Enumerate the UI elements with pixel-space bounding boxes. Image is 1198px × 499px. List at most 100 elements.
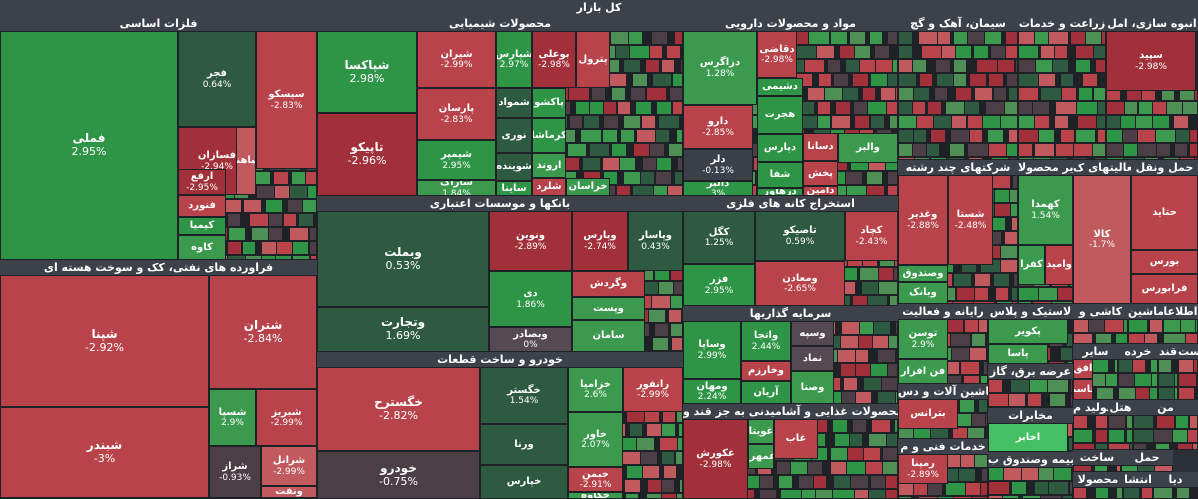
- minor-tile[interactable]: [778, 475, 793, 489]
- minor-tile[interactable]: [1155, 443, 1170, 450]
- minor-tile[interactable]: [808, 31, 830, 45]
- minor-tile[interactable]: [1108, 429, 1125, 443]
- minor-tile[interactable]: [843, 377, 858, 391]
- stock-tile[interactable]: فزر 2.95%: [683, 264, 755, 306]
- minor-tile[interactable]: [912, 59, 927, 73]
- minor-tile[interactable]: [580, 129, 602, 143]
- stock-tile[interactable]: بورس: [1131, 250, 1198, 274]
- minor-tile[interactable]: [1144, 333, 1158, 344]
- minor-tile[interactable]: [305, 171, 317, 185]
- stock-tile[interactable]: خراسان: [566, 178, 610, 196]
- minor-tile[interactable]: [568, 87, 590, 101]
- minor-tile[interactable]: [837, 349, 856, 363]
- stock-tile[interactable]: شفا: [757, 162, 803, 188]
- minor-tile[interactable]: [629, 45, 651, 59]
- minor-tile[interactable]: [1108, 415, 1126, 429]
- minor-tile[interactable]: [661, 59, 675, 73]
- minor-tile[interactable]: [661, 423, 676, 437]
- minor-tile[interactable]: [849, 433, 863, 447]
- minor-tile[interactable]: [988, 467, 1004, 481]
- sector-20[interactable]: اطلاعا: [1163, 304, 1198, 344]
- stock-tile[interactable]: شوینده: [496, 153, 532, 181]
- minor-tile[interactable]: [988, 379, 1003, 393]
- minor-tile[interactable]: [675, 451, 683, 465]
- minor-tile[interactable]: [833, 73, 849, 87]
- minor-tile[interactable]: [302, 199, 317, 213]
- minor-tile[interactable]: [830, 447, 848, 461]
- minor-tile[interactable]: [1152, 101, 1167, 115]
- sector-10[interactable]: سرمایه گذاریها وساپا 2.99% واتجا 2.44% وسپه نم…: [683, 306, 898, 404]
- minor-tile[interactable]: [652, 73, 672, 87]
- minor-tile[interactable]: [643, 281, 659, 295]
- minor-tile[interactable]: [832, 489, 855, 499]
- minor-tile[interactable]: [1189, 129, 1198, 143]
- minor-tile[interactable]: [888, 335, 898, 349]
- sector-7[interactable]: بانکها و موسسات اعتباری وبملت 0.53% وتجارت 1…: [317, 196, 683, 352]
- stock-tile[interactable]: شستا -2.48%: [948, 175, 993, 265]
- minor-tile[interactable]: [1047, 379, 1069, 393]
- minor-tile[interactable]: [1000, 115, 1018, 129]
- minor-tile[interactable]: [988, 393, 1009, 407]
- minor-tile[interactable]: [625, 493, 639, 499]
- minor-tile[interactable]: [635, 101, 652, 115]
- minor-tile[interactable]: [969, 73, 987, 87]
- minor-tile[interactable]: [967, 31, 985, 45]
- stock-tile[interactable]: تاپیکو -2.96%: [317, 113, 417, 196]
- minor-tile[interactable]: [1073, 487, 1087, 499]
- minor-tile[interactable]: [680, 59, 683, 73]
- minor-tile[interactable]: [854, 45, 871, 59]
- minor-tile[interactable]: [1075, 129, 1096, 143]
- minor-tile[interactable]: [1189, 143, 1198, 157]
- minor-tile[interactable]: [656, 101, 672, 115]
- sector-29[interactable]: هتل: [1108, 400, 1133, 450]
- minor-tile[interactable]: [780, 489, 803, 499]
- minor-tile[interactable]: [988, 73, 1004, 87]
- sector-1[interactable]: محصولات شیمیایی شپاکسا 2.98% تاپیکو -2.96% شی…: [317, 16, 683, 196]
- minor-tile[interactable]: [950, 129, 971, 143]
- minor-tile[interactable]: [589, 143, 610, 157]
- stock-tile[interactable]: وپاسار 0.43%: [628, 211, 683, 271]
- minor-tile[interactable]: [1055, 101, 1077, 115]
- minor-tile[interactable]: [583, 115, 600, 129]
- minor-tile[interactable]: [967, 143, 990, 157]
- minor-tile[interactable]: [1095, 333, 1112, 344]
- minor-tile[interactable]: [873, 321, 891, 335]
- minor-tile[interactable]: [1093, 45, 1106, 59]
- minor-tile[interactable]: [804, 59, 825, 73]
- minor-tile[interactable]: [603, 101, 617, 115]
- minor-tile[interactable]: [956, 287, 976, 301]
- sector-17[interactable]: لاستیک و پلاس پکویر پاسا: [988, 304, 1073, 364]
- stock-tile[interactable]: دلر -0.13%: [683, 149, 753, 181]
- sector-9[interactable]: خودرو و ساخت قطعات خگسترح -2.82% خودرو -0.75…: [317, 352, 683, 499]
- sector-27[interactable]: مخابرات اخابر: [988, 408, 1073, 452]
- minor-tile[interactable]: [839, 45, 855, 59]
- minor-tile[interactable]: [1175, 129, 1190, 143]
- minor-tile[interactable]: [1156, 415, 1175, 429]
- minor-tile[interactable]: [1008, 393, 1026, 407]
- stock-tile[interactable]: وبملت 0.53%: [317, 211, 489, 307]
- minor-tile[interactable]: [1048, 481, 1069, 495]
- minor-tile[interactable]: [889, 115, 898, 129]
- minor-tile[interactable]: [667, 185, 683, 196]
- minor-tile[interactable]: [1173, 115, 1189, 129]
- minor-tile[interactable]: [619, 157, 636, 171]
- minor-tile[interactable]: [885, 489, 898, 499]
- minor-tile[interactable]: [978, 319, 988, 333]
- minor-tile[interactable]: [869, 31, 883, 45]
- minor-tile[interactable]: [967, 427, 985, 439]
- stock-tile[interactable]: قاسم: [1073, 379, 1093, 400]
- minor-tile[interactable]: [980, 482, 988, 496]
- minor-tile[interactable]: [243, 199, 262, 213]
- minor-tile[interactable]: [1135, 115, 1153, 129]
- stock-tile[interactable]: وغدیر -2.88%: [898, 175, 948, 265]
- minor-tile[interactable]: [994, 189, 1010, 203]
- stock-tile[interactable]: پاکشو: [532, 88, 566, 118]
- minor-tile[interactable]: [937, 31, 951, 45]
- minor-tile[interactable]: [863, 447, 881, 461]
- minor-tile[interactable]: [831, 115, 851, 129]
- stock-tile[interactable]: دزاگرس 1.28%: [683, 31, 757, 105]
- minor-tile[interactable]: [591, 87, 606, 101]
- sector-26[interactable]: ماشین آلات و دس بترانس: [898, 384, 988, 439]
